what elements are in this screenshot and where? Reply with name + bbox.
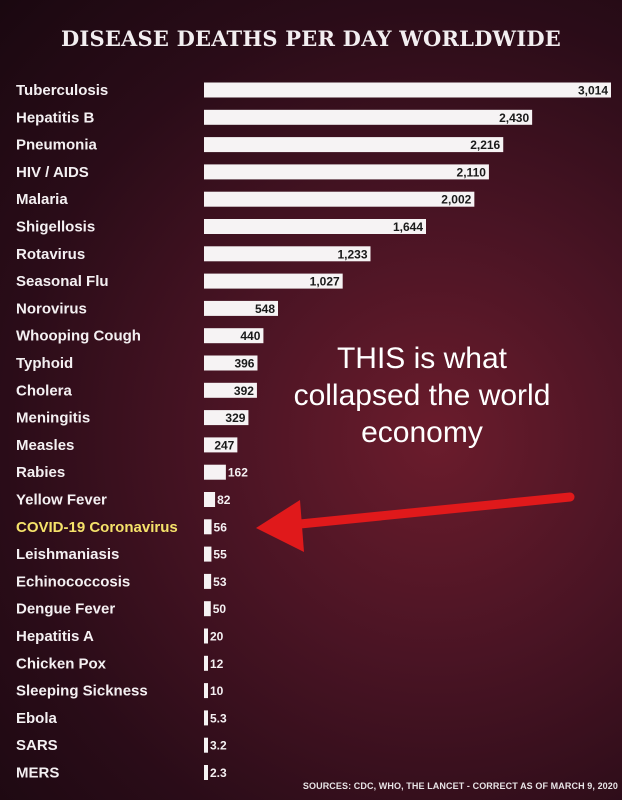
category-label: HIV / AIDS [16,164,89,181]
value-label: 1,233 [337,247,367,261]
value-label: 2.3 [210,766,227,780]
value-label: 10 [210,684,224,698]
bar [204,109,533,125]
value-label: 2,002 [441,193,471,207]
value-label: 56 [214,520,228,534]
bar [204,410,249,426]
category-label: Sleeping Sickness [16,683,148,700]
bar [204,573,212,589]
category-label: MERS [16,765,59,782]
bar [204,246,371,262]
value-label: 162 [228,466,248,480]
bar [204,164,489,180]
value-label: 50 [213,602,227,616]
bar [204,655,208,671]
category-label: Typhoid [16,355,73,372]
value-label: 3.2 [210,739,227,753]
bar [204,82,611,98]
value-label: 55 [213,548,227,562]
category-label: Tuberculosis [16,82,108,99]
value-label: 82 [217,493,231,507]
value-label: 2,110 [457,165,487,179]
category-label: COVID-19 Coronavirus [16,519,178,536]
category-label: Rotavirus [16,246,85,263]
bar [204,628,208,644]
category-label: Dengue Fever [16,601,115,618]
value-label: 247 [214,438,234,452]
category-label: Hepatitis B [16,109,95,126]
category-label: Norovirus [16,300,87,317]
value-label: 12 [210,657,224,671]
category-label: SARS [16,737,58,754]
value-label: 1,027 [310,275,340,289]
chart-title: DISEASE DEATHS PER DAY WORLDWIDE [61,25,561,51]
sources-note: SOURCES: CDC, WHO, THE LANCET - CORRECT … [302,781,618,791]
value-label: 3,014 [578,84,608,98]
value-label: 392 [234,384,254,398]
bar [204,355,258,371]
bar [204,328,264,344]
value-label: 5.3 [210,711,227,725]
bar [204,737,208,753]
annotation-line-3: economy [361,416,483,449]
annotation-text: THIS is what collapsed the world economy [242,340,602,451]
value-label: 20 [210,630,224,644]
bar [204,546,212,562]
bar [204,219,426,234]
category-label: Seasonal Flu [16,273,109,290]
category-label: Hepatitis A [16,628,94,645]
bar [204,765,208,780]
annotation-line-1: THIS is what [336,342,508,375]
annotation-line-2: collapsed the world [293,379,551,412]
category-label: Malaria [16,191,68,208]
bar [204,273,343,289]
value-label: 2,430 [499,111,529,125]
bar [204,191,475,207]
category-label: Whooping Cough [16,328,141,345]
bar [204,601,211,617]
bar [204,683,208,699]
value-label: 53 [213,575,227,589]
category-label: Shigellosis [16,219,95,236]
value-label: 396 [234,357,254,371]
category-label: Chicken Pox [16,655,107,672]
bar [204,464,226,480]
bar [204,300,278,316]
category-label: Leishmaniasis [16,546,119,563]
value-label: 440 [240,329,260,343]
value-label: 1,644 [393,220,423,234]
category-label: Yellow Fever [16,492,107,509]
bar [204,519,212,535]
value-label: 548 [255,302,275,316]
category-label: Ebola [16,710,57,727]
category-label: Pneumonia [16,137,98,154]
bar [204,710,208,726]
bar [204,382,257,398]
bar [204,137,504,153]
bar [204,437,238,453]
category-label: Rabies [16,464,65,481]
category-label: Meningitis [16,410,90,427]
bar [204,492,216,507]
category-label: Cholera [16,382,73,399]
category-label: Echinococcosis [16,573,130,590]
category-label: Measles [16,437,74,454]
value-label: 2,216 [470,138,500,152]
value-label: 329 [225,411,245,425]
